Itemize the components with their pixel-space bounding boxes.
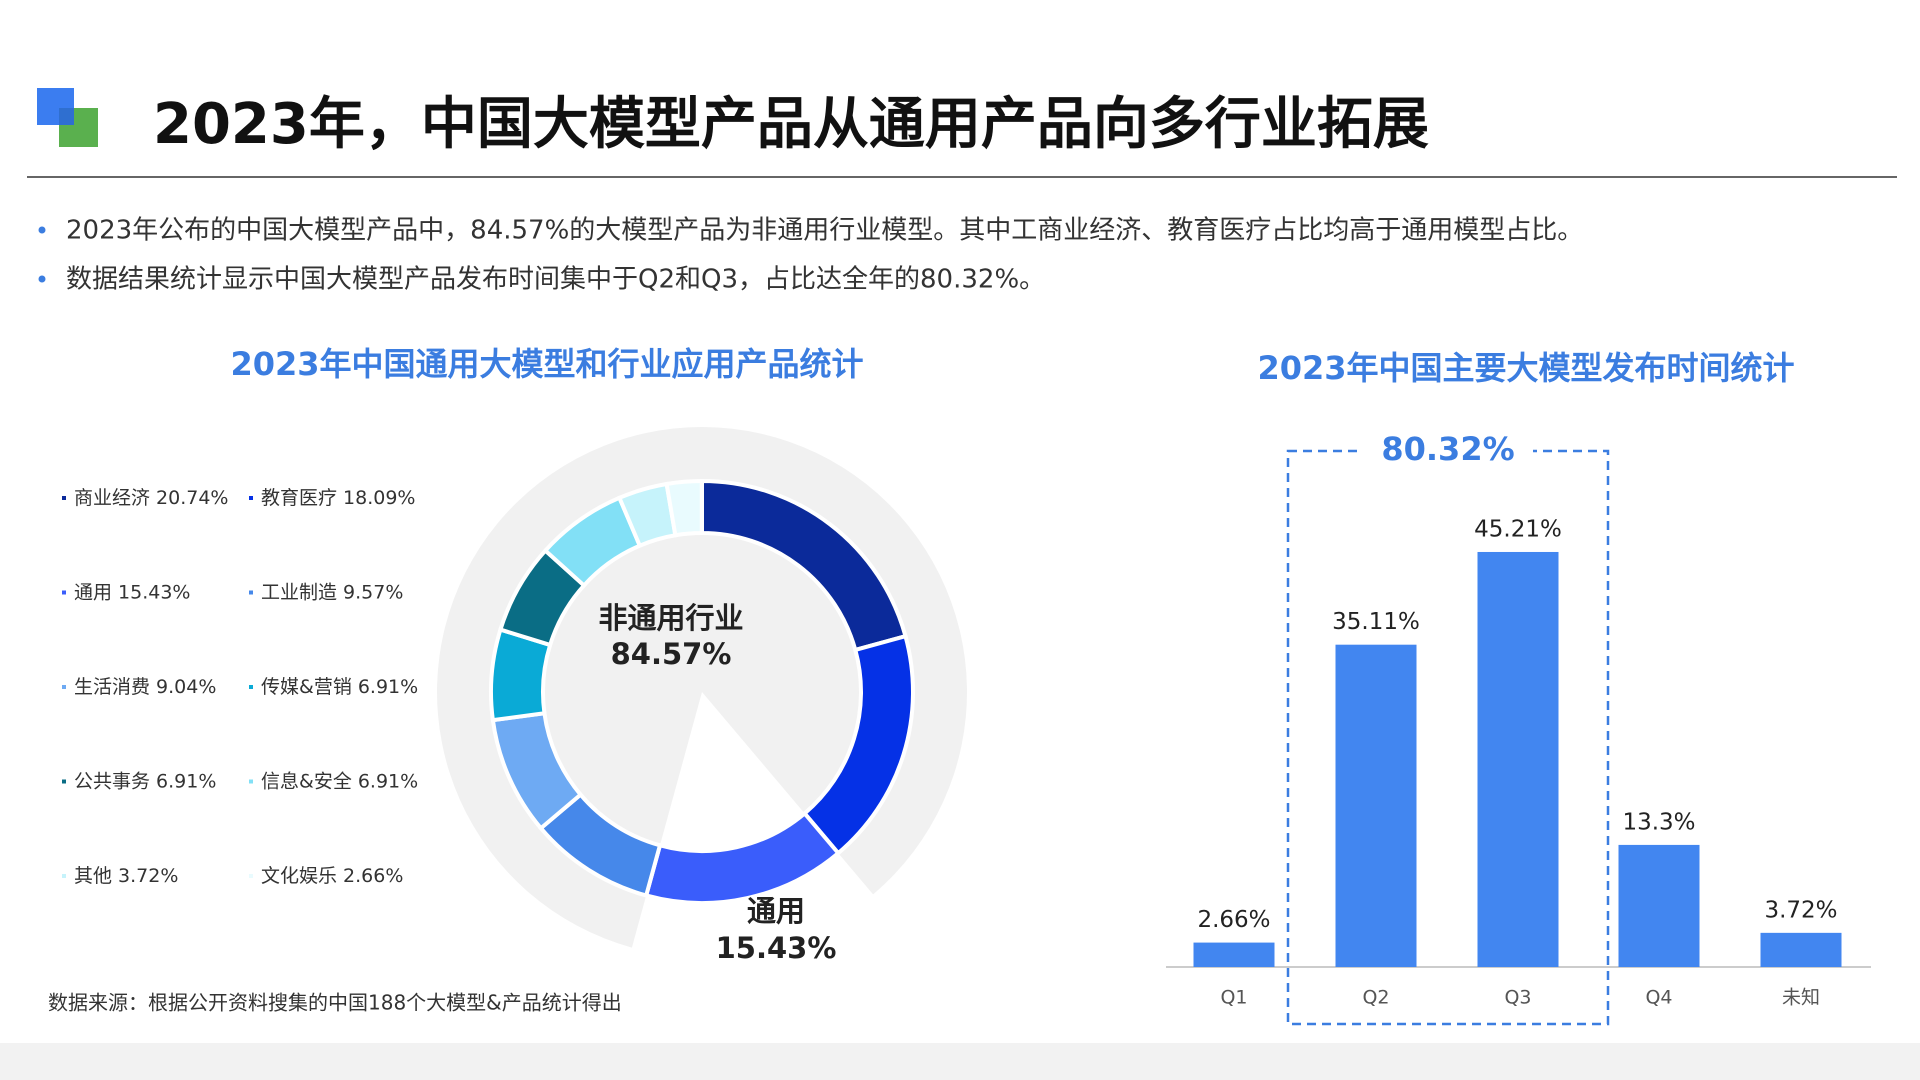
x-tick-label: Q3 xyxy=(1504,987,1531,1009)
legend-value: 3.72% xyxy=(118,865,178,887)
legend-entry: 信息&安全 6.91% xyxy=(261,770,418,792)
legend-entry: 工业制造 9.57% xyxy=(261,581,403,603)
legend-name: 通用 xyxy=(74,581,112,603)
legend-value: 20.74% xyxy=(156,487,228,509)
legend-swatch xyxy=(62,496,66,500)
legend-swatch xyxy=(62,685,66,689)
bracket-label-bg xyxy=(1363,431,1533,471)
legend-entry: 其他 3.72% xyxy=(74,865,178,887)
callout-value: 15.43% xyxy=(716,931,837,965)
bar xyxy=(1477,551,1559,967)
bullet-dot xyxy=(38,275,46,283)
x-tick-label: Q2 xyxy=(1362,987,1389,1009)
center-value: 84.57% xyxy=(611,637,732,671)
legend-swatch xyxy=(249,590,253,595)
value-label: 13.3% xyxy=(1622,809,1695,835)
value-label: 2.66% xyxy=(1197,907,1270,933)
x-tick-label: Q4 xyxy=(1645,987,1672,1009)
bar xyxy=(1335,644,1417,967)
legend-name: 教育医疗 xyxy=(261,487,337,509)
chart-title: 2023年中国主要大模型发布时间统计 xyxy=(1257,349,1794,387)
legend-name: 其他 xyxy=(74,865,112,887)
legend-name: 生活消费 xyxy=(74,676,150,698)
legend-entry: 文化娱乐 2.66% xyxy=(261,865,403,887)
legend-value: 6.91% xyxy=(358,770,418,792)
legend-value: 15.43% xyxy=(118,581,190,603)
legend-swatch xyxy=(62,779,66,784)
legend-swatch xyxy=(249,685,253,689)
bracket-label: 80.32% xyxy=(1381,430,1514,468)
x-tick-label: 未知 xyxy=(1782,987,1820,1009)
legend-value: 9.04% xyxy=(156,676,216,698)
legend-swatch xyxy=(62,874,66,878)
value-label: 3.72% xyxy=(1764,897,1837,923)
chart-title: 2023年中国通用大模型和行业应用产品统计 xyxy=(230,345,863,383)
legend-name: 传媒&营销 xyxy=(261,676,352,698)
bar-chart: 80.32% 2.66% Q1 35.11% Q2 45.21% Q3 13.3% Q4 3.72… xyxy=(1166,430,1871,1026)
legend-swatch xyxy=(249,779,253,784)
legend-entry: 通用 15.43% xyxy=(74,581,190,603)
legend-value: 9.57% xyxy=(343,581,403,603)
legend-name: 文化娱乐 xyxy=(261,865,337,887)
bar xyxy=(1760,932,1842,967)
bracket-box xyxy=(1286,449,1610,1026)
legend-entry: 公共事务 6.91% xyxy=(74,770,216,792)
logo-overlap xyxy=(59,108,74,125)
legend-entry: 生活消费 9.04% xyxy=(74,676,216,698)
legend-entry: 传媒&营销 6.91% xyxy=(261,676,418,698)
legend-name: 公共事务 xyxy=(74,770,150,792)
legend-value: 18.09% xyxy=(343,487,415,509)
legend-swatch xyxy=(62,590,66,595)
donut-slice xyxy=(643,810,842,905)
value-label: 35.11% xyxy=(1332,609,1420,635)
legend-swatch xyxy=(249,874,253,878)
x-tick-label: Q1 xyxy=(1220,987,1247,1009)
legend-swatch xyxy=(249,496,253,500)
bullet-text: 数据结果统计显示中国大模型产品发布时间集中于Q2和Q3，占比达全年的80.32%… xyxy=(66,265,1045,295)
center-label: 非通用行业 xyxy=(598,601,743,635)
value-label: 45.21% xyxy=(1474,516,1562,542)
legend-value: 6.91% xyxy=(156,770,216,792)
legend-entry: 商业经济 20.74% xyxy=(74,487,228,509)
bar xyxy=(1618,844,1700,967)
page-title: 2023年，中国大模型产品从通用产品向多行业拓展 xyxy=(153,92,1429,157)
bullet-dot xyxy=(38,226,46,234)
legend-value: 6.91% xyxy=(358,676,418,698)
legend-entry: 教育医疗 18.09% xyxy=(261,487,415,509)
bar xyxy=(1193,942,1275,967)
legend-name: 商业经济 xyxy=(74,487,150,509)
callout-label: 通用 xyxy=(747,894,805,928)
legend-name: 工业制造 xyxy=(261,581,337,603)
legend-value: 2.66% xyxy=(343,865,403,887)
bullet-text: 2023年公布的中国大模型产品中，84.57%的大模型产品为非通用行业模型。其中… xyxy=(66,216,1583,246)
legend-name: 信息&安全 xyxy=(261,770,352,792)
footer-band xyxy=(0,1043,1920,1080)
source-note: 数据来源：根据公开资料搜集的中国188个大模型&产品统计得出 xyxy=(48,991,622,1015)
donut-slice xyxy=(664,478,704,538)
